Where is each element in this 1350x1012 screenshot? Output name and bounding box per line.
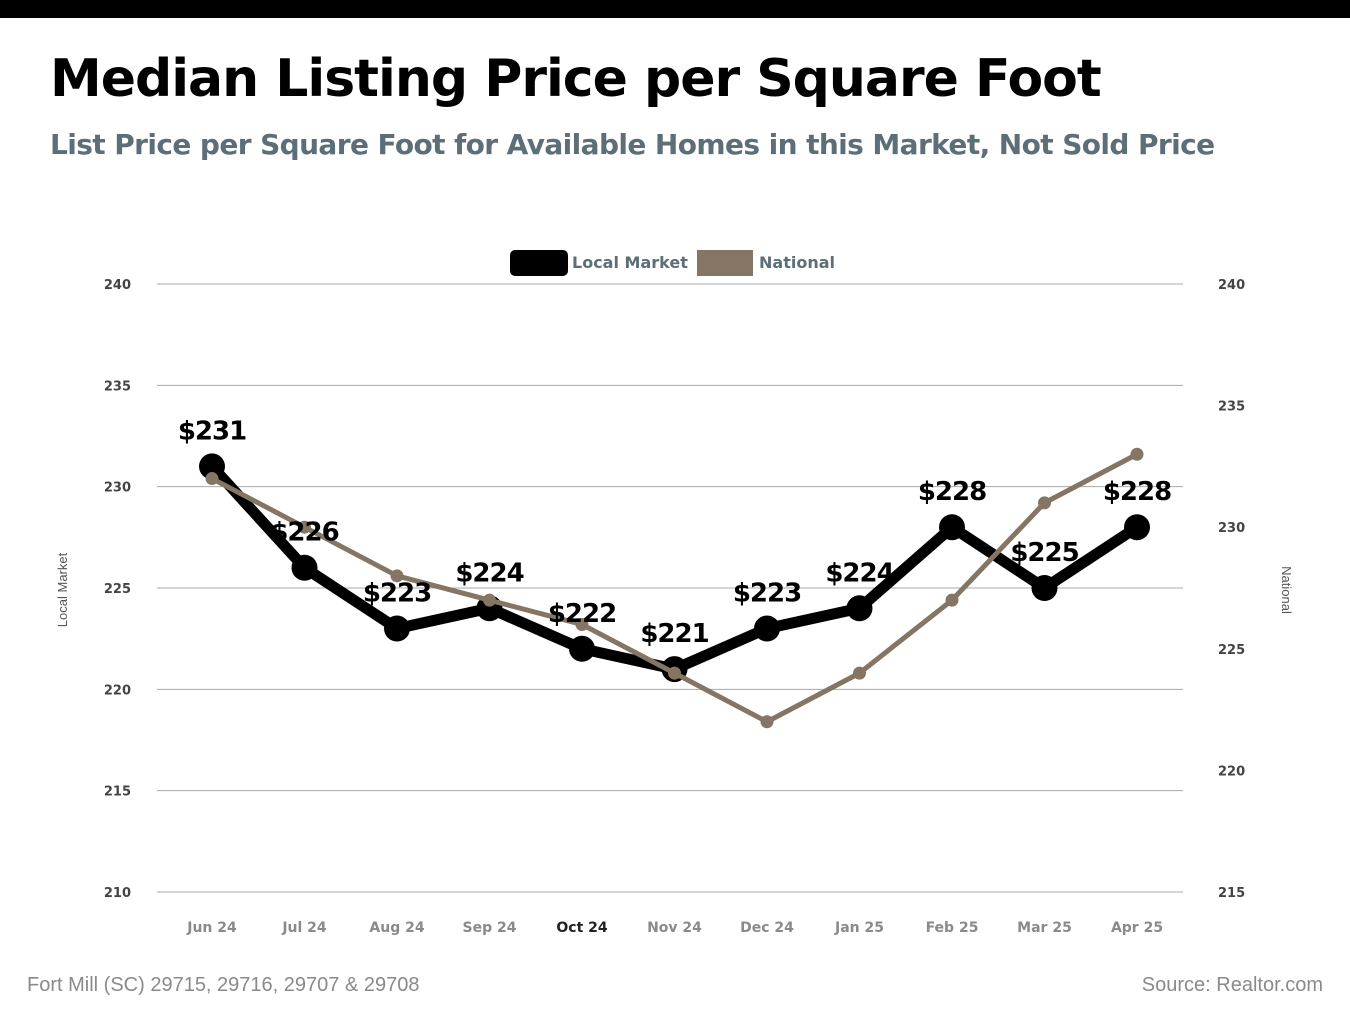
- national-point: [1038, 496, 1051, 510]
- legend-swatch-local-market: [510, 250, 568, 276]
- chart: 210 215 220 225 230 235 240 215 220 225 230 235 240…: [55, 250, 1294, 936]
- left-tick-label: 240: [104, 278, 131, 293]
- national-point: [298, 520, 311, 534]
- top-bar: [0, 0, 1350, 18]
- national-point: [853, 666, 866, 680]
- x-tick-label: Dec 24: [740, 920, 794, 936]
- left-tick-label: 220: [104, 683, 131, 698]
- footer-location: Fort Mill (SC) 29715, 29716, 29707 & 297…: [27, 974, 420, 996]
- data-label: $223: [363, 579, 431, 609]
- right-tick-label: 220: [1218, 764, 1245, 779]
- data-label: $224: [455, 558, 523, 588]
- national-point: [1130, 447, 1144, 461]
- data-label: $231: [178, 416, 246, 446]
- left-axis-ticks: 210 215 220 225 230 235 240: [104, 278, 131, 901]
- local-market-point: [1124, 514, 1150, 541]
- data-labels: $231 $226 $223 $224 $222 $221 $223 $224 $228 $225…: [178, 416, 1172, 649]
- x-tick-label: Aug 24: [369, 920, 424, 936]
- x-tick-label: Jun 24: [186, 920, 237, 936]
- x-tick-label: Nov 24: [647, 920, 702, 936]
- x-tick-label: Oct 24: [556, 920, 608, 936]
- left-axis-label: Local Market: [55, 552, 70, 627]
- x-tick-label: Jul 24: [281, 920, 327, 936]
- x-tick-label: Feb 25: [926, 920, 979, 936]
- right-tick-label: 230: [1218, 521, 1245, 536]
- local-market-point: [1031, 575, 1058, 601]
- left-tick-label: 215: [104, 785, 131, 800]
- data-label: $228: [918, 477, 986, 507]
- left-tick-label: 230: [104, 481, 131, 496]
- data-label: $223: [733, 579, 801, 609]
- data-label: $225: [1010, 538, 1078, 568]
- chart-title: Median Listing Price per Square Foot: [50, 49, 1102, 109]
- left-tick-label: 210: [104, 886, 131, 901]
- data-label: $221: [640, 619, 708, 649]
- grid-lines: [157, 283, 1183, 893]
- data-label: $224: [825, 558, 893, 588]
- right-tick-label: 225: [1218, 643, 1245, 658]
- data-label: $222: [548, 599, 616, 629]
- x-tick-label: Sep 24: [463, 920, 517, 936]
- right-tick-label: 215: [1218, 886, 1245, 901]
- x-tick-label: Mar 25: [1017, 920, 1072, 936]
- national-point: [945, 593, 959, 607]
- national-point: [390, 569, 404, 583]
- local-market-point: [199, 453, 225, 480]
- right-tick-label: 240: [1218, 278, 1245, 293]
- legend-label-local-market: Local Market: [572, 253, 688, 272]
- national-point: [205, 472, 219, 486]
- legend: Local Market National: [510, 250, 835, 276]
- right-tick-label: 235: [1218, 400, 1245, 415]
- left-tick-label: 225: [104, 582, 131, 597]
- x-tick-label: Apr 25: [1111, 920, 1163, 936]
- chart-subtitle: List Price per Square Foot for Available…: [50, 128, 1215, 161]
- data-label: $226: [270, 518, 338, 548]
- x-axis-ticks: Jun 24 Jul 24 Aug 24 Sep 24 Oct 24 Nov 24 Dec …: [186, 920, 1163, 936]
- x-tick-label: Jan 25: [834, 920, 884, 936]
- local-market-point: [569, 635, 595, 662]
- series-national: [205, 447, 1144, 729]
- data-label: $228: [1103, 477, 1171, 507]
- local-market-point: [846, 595, 873, 622]
- right-axis-label: National: [1279, 566, 1294, 614]
- national-point: [575, 617, 589, 631]
- national-point: [760, 715, 774, 729]
- left-tick-label: 235: [104, 379, 131, 394]
- national-point: [668, 666, 681, 680]
- legend-label-national: National: [759, 253, 835, 272]
- footer-source: Source: Realtor.com: [1141, 974, 1323, 996]
- local-market-point: [754, 615, 780, 642]
- local-market-point: [291, 554, 318, 581]
- local-market-point: [384, 615, 410, 642]
- national-point: [483, 593, 496, 607]
- legend-swatch-national: [697, 250, 753, 276]
- local-market-point: [939, 514, 965, 541]
- right-axis-ticks: 215 220 225 230 235 240: [1218, 278, 1245, 901]
